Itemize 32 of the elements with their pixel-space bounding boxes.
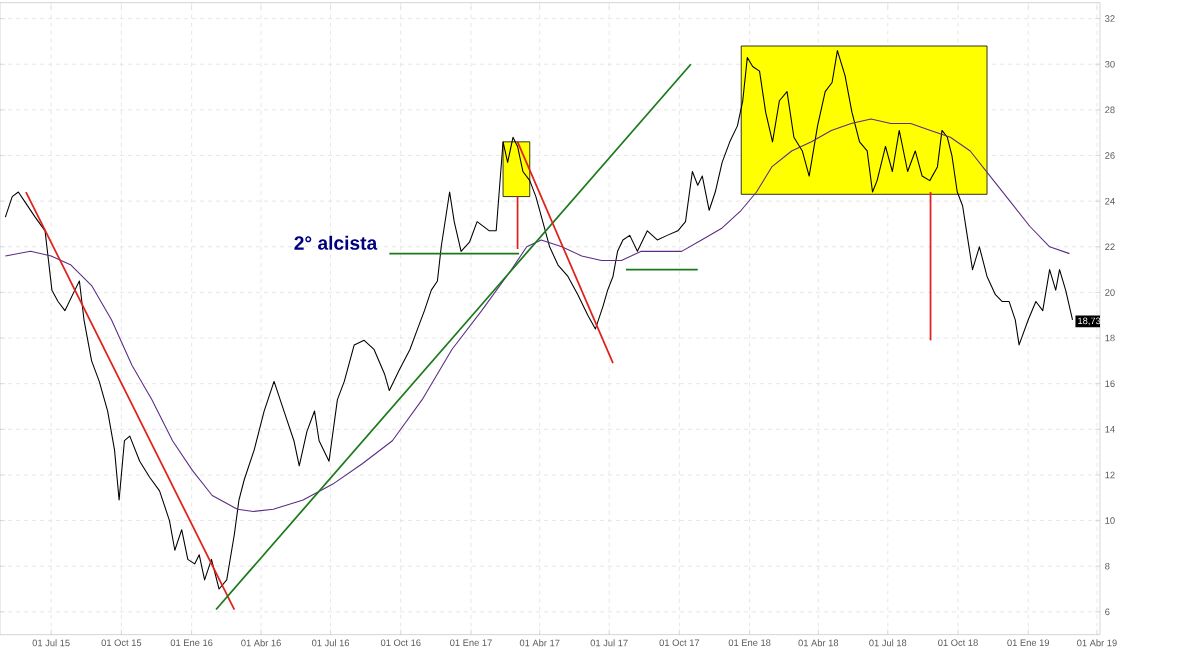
x-tick-label: 01 Jul 18 bbox=[869, 639, 907, 647]
annotation: 2° alcista bbox=[294, 235, 378, 250]
y-tick-label: 12 bbox=[1105, 471, 1115, 479]
y-tick-label: 20 bbox=[1105, 289, 1115, 296]
y-tick-label: 18 bbox=[1105, 334, 1115, 342]
y-tick-label: 22 bbox=[1105, 243, 1115, 251]
y-tick-label: 10 bbox=[1105, 517, 1115, 524]
x-tick-label: 01 Abr 18 bbox=[798, 639, 839, 647]
y-tick-label: 26 bbox=[1105, 152, 1115, 159]
x-tick-label: 01 Jul 15 bbox=[32, 639, 70, 647]
y-tick-label: 8 bbox=[1105, 562, 1110, 570]
x-tick-label: 01 Abr 19 bbox=[1077, 639, 1117, 647]
y-tick-label: 32 bbox=[1105, 15, 1115, 22]
x-tick-label: 01 Ene 17 bbox=[450, 639, 492, 646]
x-tick-label: 01 Oct 17 bbox=[659, 639, 700, 646]
x-tick-label: 01 Jul 17 bbox=[590, 639, 628, 647]
x-tick-label: 01 Oct 16 bbox=[380, 639, 421, 646]
x-tick-label: 01 Ene 19 bbox=[1007, 639, 1050, 646]
x-tick-label: 01 Abr 16 bbox=[241, 639, 281, 647]
y-tick-label: 28 bbox=[1105, 106, 1115, 114]
x-tick-label: 01 Jul 16 bbox=[311, 639, 350, 647]
y-tick-label: 30 bbox=[1105, 60, 1115, 68]
x-tick-label: 01 Oct 18 bbox=[938, 639, 978, 646]
x-tick-label: 01 Ene 16 bbox=[170, 639, 213, 646]
x-tick-label: 01 Oct 15 bbox=[101, 639, 142, 646]
y-tick-label: 14 bbox=[1105, 426, 1115, 433]
x-tick-label: 01 Ene 18 bbox=[728, 639, 771, 646]
y-tick-label: 24 bbox=[1105, 197, 1115, 205]
y-tick-label: 16 bbox=[1105, 380, 1115, 387]
x-tick-label: 01 Abr 17 bbox=[519, 639, 560, 647]
annotation: 18,73 bbox=[1078, 317, 1101, 326]
y-tick-label: 6 bbox=[1105, 608, 1110, 616]
